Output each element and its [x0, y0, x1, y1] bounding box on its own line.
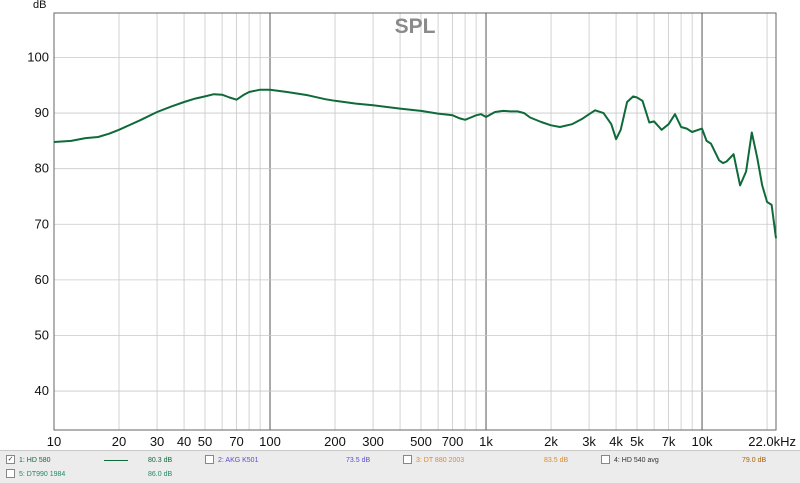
- legend-checkbox-3[interactable]: [403, 455, 412, 464]
- legend-value-4: 79.0 dB: [742, 457, 767, 464]
- y-tick-label: 60: [35, 272, 49, 287]
- y-tick-label: 70: [35, 216, 49, 231]
- legend-item-3[interactable]: 3: DT 880 2003: [403, 453, 464, 468]
- y-axis-label: dB: [33, 0, 46, 11]
- legend-item-2[interactable]: 2: AKG K501: [205, 453, 258, 468]
- legend-checkbox-5[interactable]: [6, 469, 15, 478]
- legend-row: 5: DT990 1984 86.0 dB: [0, 467, 800, 482]
- plot-area: [53, 12, 777, 431]
- x-tick-label: 500: [410, 434, 432, 449]
- legend-line-1: [104, 460, 128, 461]
- legend-name-5: 5: DT990 1984: [19, 471, 66, 478]
- x-tick-label: 100: [259, 434, 281, 449]
- legend-name-4: 4: HD 540 avg: [614, 457, 659, 464]
- legend-value-5: 86.0 dB: [148, 471, 173, 478]
- legend-name-1: 1: HD 580: [19, 457, 51, 464]
- x-tick-label: 2k: [544, 434, 558, 449]
- legend-item-1[interactable]: ✓ 1: HD 580: [6, 453, 51, 468]
- legend-checkbox-4[interactable]: [601, 455, 610, 464]
- plot-background: [54, 13, 776, 430]
- y-tick-label: 100: [27, 49, 49, 64]
- legend-name-2: 2: AKG K501: [218, 457, 259, 464]
- legend-value-3: 83.5 dB: [544, 457, 569, 464]
- x-tick-label: 50: [198, 434, 212, 449]
- legend-item-4[interactable]: 4: HD 540 avg: [601, 453, 659, 468]
- x-tick-label: 3k: [582, 434, 596, 449]
- x-tick-label: 10: [47, 434, 61, 449]
- y-tick-label: 90: [35, 105, 49, 120]
- plot-frame: [53, 12, 777, 431]
- legend-bar: ✓ 1: HD 580 80.3 dB 2: AKG K501 73.5 dB 3…: [0, 450, 800, 483]
- legend-item-5[interactable]: 5: DT990 1984: [6, 467, 65, 482]
- x-tick-label: 700: [442, 434, 464, 449]
- spl-chart: SPL dB 40 50 60 70 80 90 100 10 20 30 40 50 70 100 200…: [27, 0, 796, 449]
- x-tick-label: 200: [324, 434, 346, 449]
- legend-checkbox-1[interactable]: ✓: [6, 455, 15, 464]
- series-line-1: [53, 88, 777, 239]
- y-tick-label: 40: [35, 383, 49, 398]
- legend-checkbox-2[interactable]: [205, 455, 214, 464]
- y-tick-label: 50: [35, 327, 49, 342]
- x-tick-label: 4k: [609, 434, 623, 449]
- x-tick-label: 30: [150, 434, 164, 449]
- x-tick-label: 70: [229, 434, 243, 449]
- legend-name-3: 3: DT 880 2003: [416, 457, 465, 464]
- chart-title: SPL: [395, 15, 436, 38]
- x-tick-label: 1k: [479, 434, 493, 449]
- x-tick-label: 7k: [662, 434, 676, 449]
- x-tick-label: 22.0kHz: [748, 434, 796, 449]
- legend-row: ✓ 1: HD 580 80.3 dB 2: AKG K501 73.5 dB 3…: [0, 453, 800, 468]
- x-tick-label: 300: [362, 434, 384, 449]
- x-tick-label: 20: [112, 434, 126, 449]
- x-tick-label: 10k: [692, 434, 713, 449]
- x-tick-label: 40: [177, 434, 191, 449]
- x-tick-label: 5k: [630, 434, 644, 449]
- legend-value-2: 73.5 dB: [346, 457, 371, 464]
- legend-value-1: 80.3 dB: [148, 457, 173, 464]
- y-tick-label: 80: [35, 161, 49, 176]
